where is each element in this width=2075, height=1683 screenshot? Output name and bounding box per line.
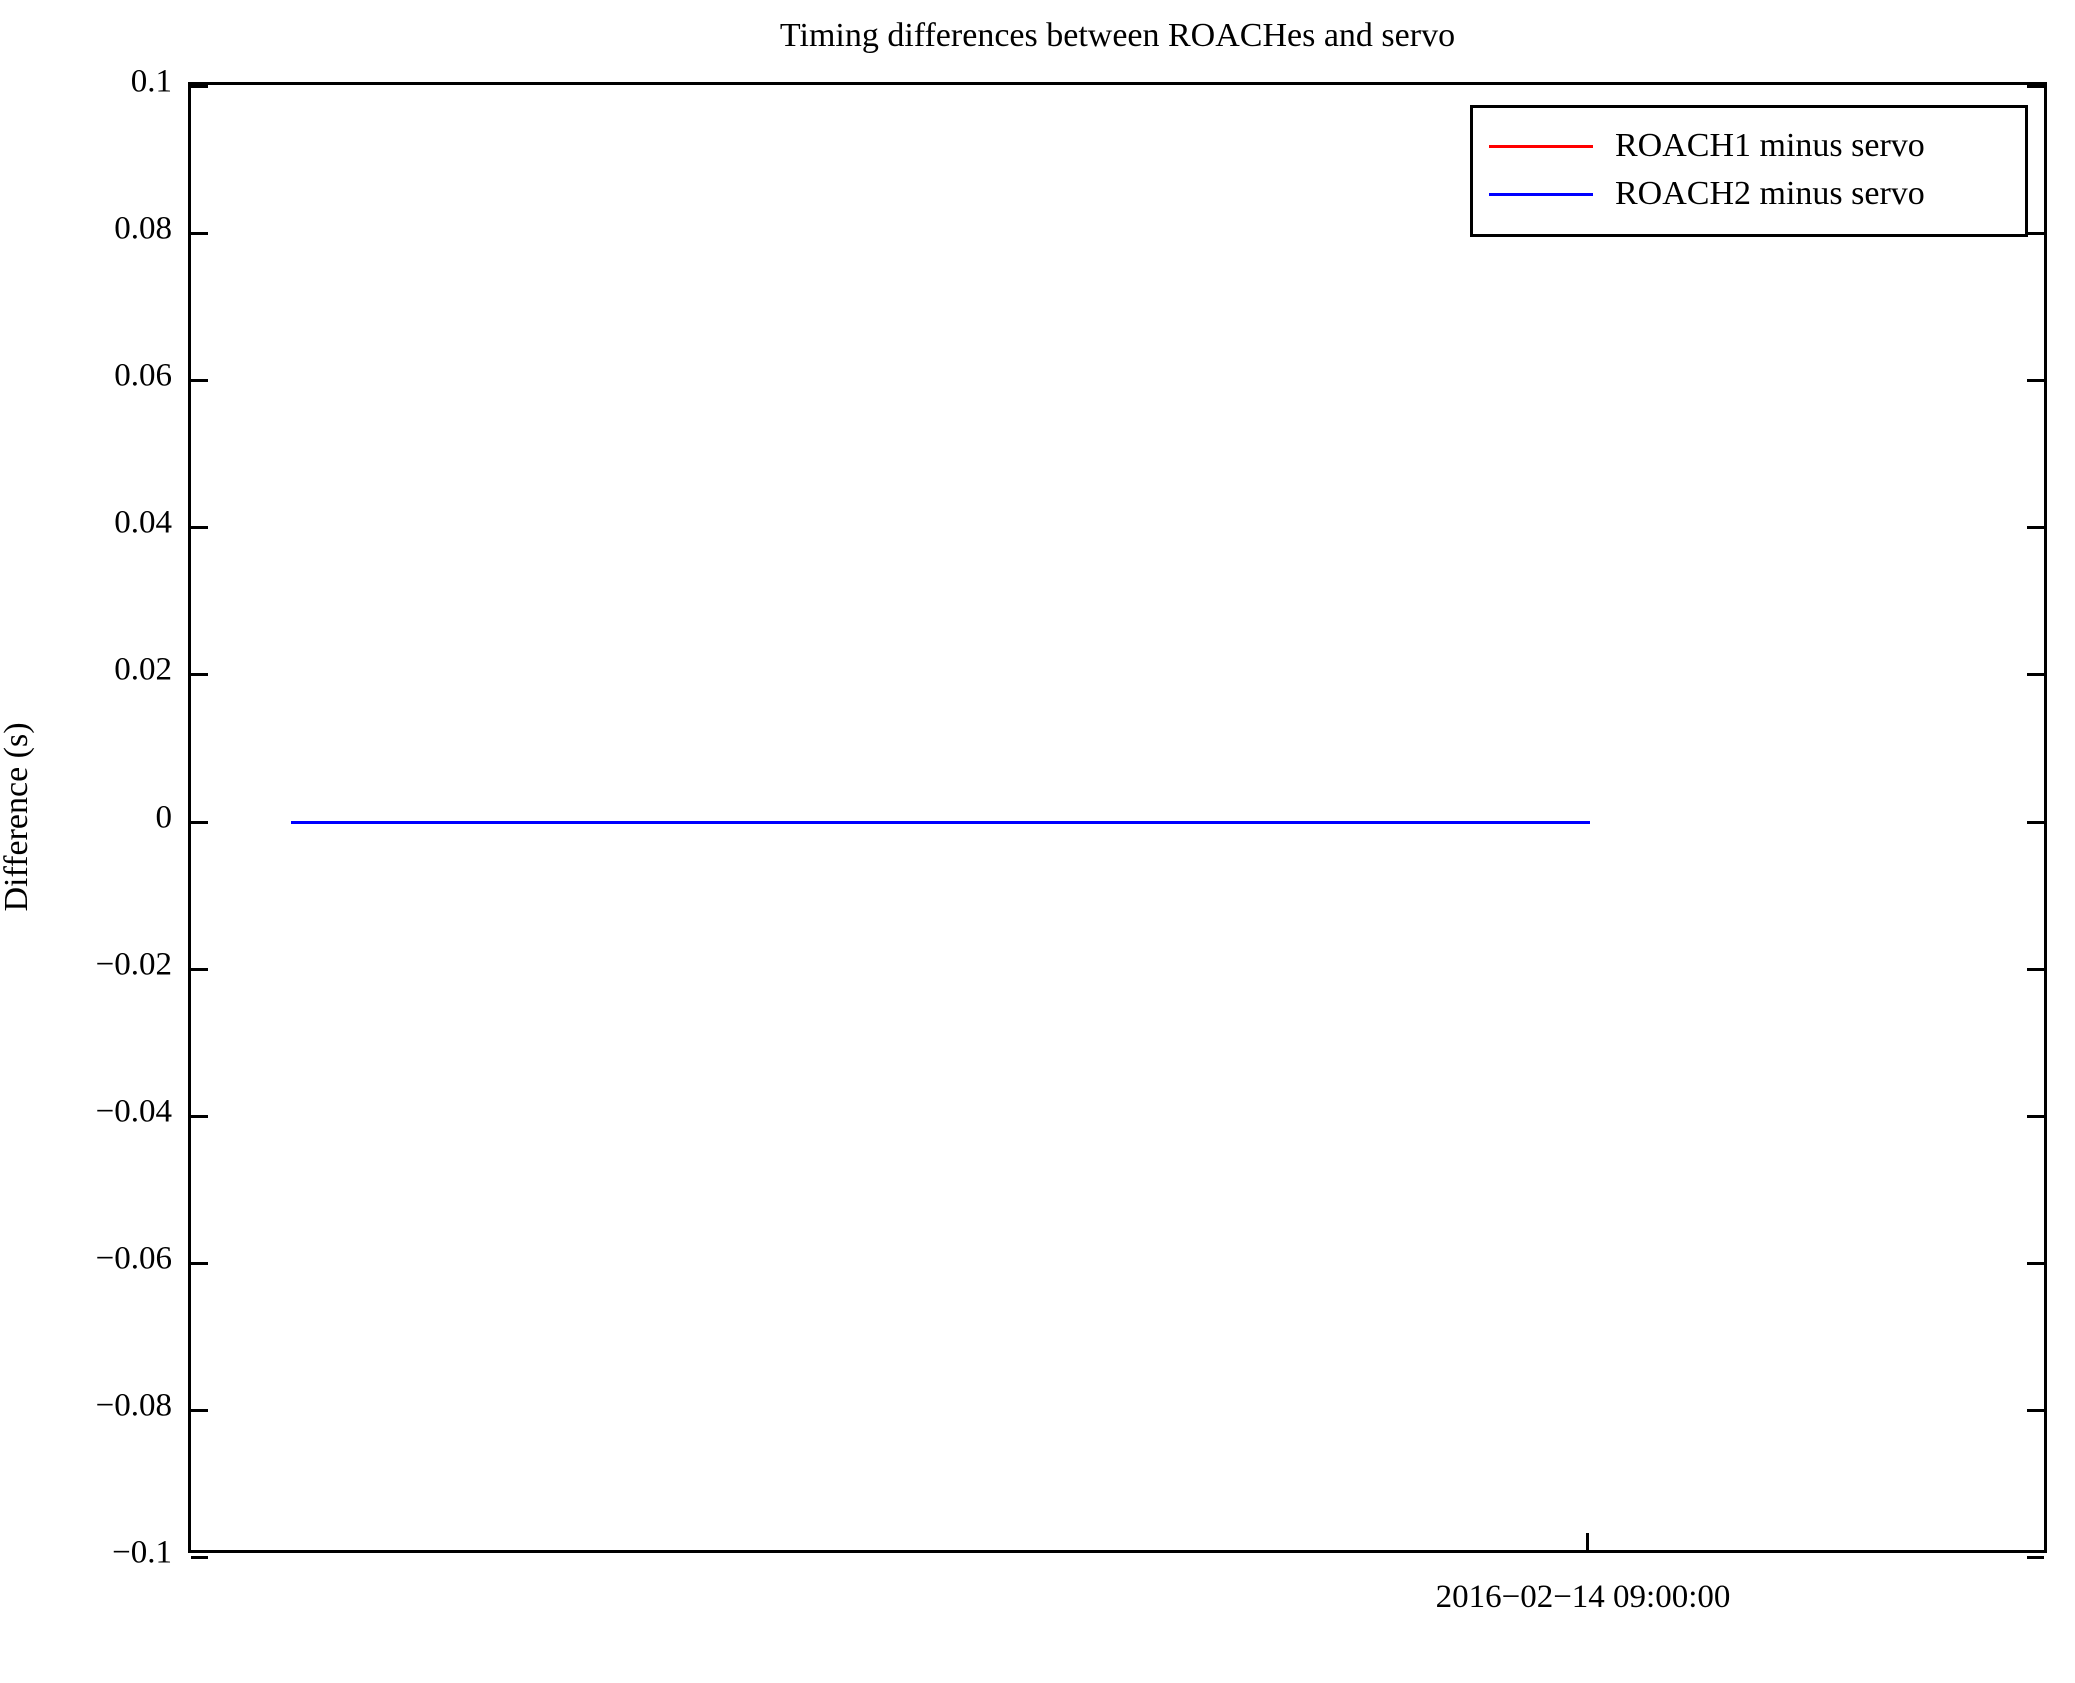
legend-item[interactable]: ROACH2 minus servo (1489, 170, 2009, 218)
legend-item[interactable]: ROACH1 minus servo (1489, 122, 2009, 170)
series-line (291, 820, 1590, 824)
y-tick-mark (191, 85, 208, 88)
y-tick-mark (2027, 232, 2044, 236)
legend-swatch-roach2-icon (1489, 192, 1593, 196)
y-tick-mark (2027, 379, 2044, 383)
y-tick-label: −0.02 (95, 946, 172, 983)
y-tick-mark (191, 673, 208, 677)
y-tick-mark (191, 526, 208, 530)
y-tick-mark (191, 1408, 208, 1412)
y-tick-mark (2027, 1408, 2044, 1412)
plot-area (188, 82, 2047, 1559)
y-tick-label: 0.02 (114, 651, 172, 688)
y-tick-label: −0.1 (112, 1534, 172, 1571)
y-tick-label: 0.08 (114, 210, 172, 247)
legend[interactable]: ROACH1 minus servo ROACH2 minus servo (1470, 105, 2028, 237)
y-tick-mark (191, 232, 208, 236)
y-tick-mark (2027, 1261, 2044, 1265)
legend-item-label: ROACH2 minus servo (1615, 175, 1925, 212)
x-tick-label: 2016−02−14 09:00:00 (1435, 1579, 1731, 1615)
y-tick-label: −0.08 (95, 1387, 172, 1424)
y-tick-label: 0.1 (130, 63, 172, 100)
y-tick-mark (2027, 85, 2044, 88)
y-tick-label: 0 (155, 799, 173, 835)
y-tick-mark (2027, 967, 2044, 971)
y-tick-label: 0.04 (114, 504, 172, 541)
y-tick-mark (191, 1556, 208, 1559)
y-tick-mark (191, 967, 208, 971)
y-tick-mark (191, 820, 208, 824)
y-tick-label: −0.06 (95, 1240, 172, 1277)
y-tick-label: 0.06 (114, 357, 172, 394)
y-tick-mark (191, 379, 208, 383)
y-tick-label: −0.04 (95, 1093, 172, 1130)
y-tick-mark (191, 1261, 208, 1265)
y-tick-mark (2027, 820, 2044, 824)
y-tick-mark (2027, 673, 2044, 677)
legend-swatch-roach1-icon (1489, 144, 1593, 148)
legend-item-label: ROACH1 minus servo (1615, 127, 1925, 164)
y-tick-mark (191, 1114, 208, 1118)
x-tick-mark (1585, 1533, 1589, 1550)
page-title: Timing differences between ROACHes and s… (779, 17, 1456, 54)
y-tick-mark (2027, 1556, 2044, 1559)
y-tick-mark (2027, 526, 2044, 530)
y-tick-mark (2027, 1114, 2044, 1118)
